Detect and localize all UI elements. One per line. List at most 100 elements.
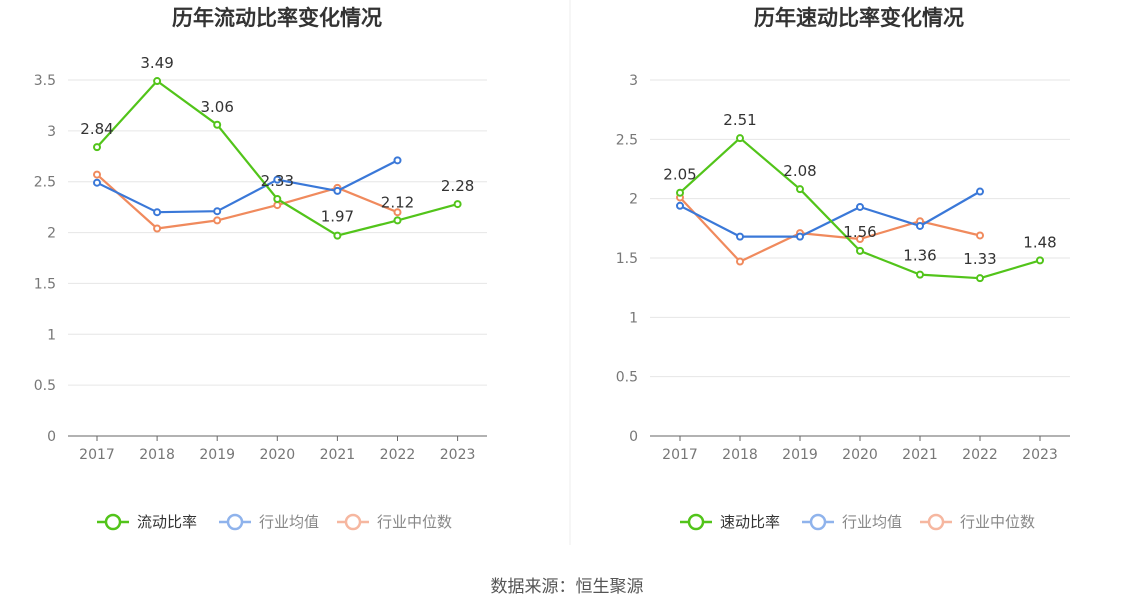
y-tick-label: 2.5 [34,175,56,191]
x-tick-label: 2021 [320,447,356,463]
data-label: 3.06 [200,98,233,116]
x-tick-label: 2019 [199,447,235,463]
x-tick-label: 2021 [902,447,938,463]
y-tick-label: 1.5 [616,251,638,267]
legend-item-1[interactable]: 行业均值 [219,513,319,531]
y-tick-label: 2 [47,226,56,242]
data-point-0 [676,188,684,197]
data-point-2 [273,201,282,210]
data-point-0 [273,195,282,204]
y-tick-label: 1 [47,327,56,343]
data-point-2 [736,257,744,266]
data-point-2 [213,216,222,225]
legend-item-1[interactable]: 行业均值 [802,513,902,531]
data-point-1 [393,156,402,165]
data-label: 2.12 [381,193,414,211]
data-point-2 [153,224,162,233]
data-label: 1.97 [321,208,354,226]
data-label: 1.33 [963,250,996,268]
legend-marker [687,513,705,531]
data-source-label: 数据来源：恒生聚源 [491,577,644,597]
y-tick-label: 2.5 [616,132,638,148]
legend-marker [809,513,827,531]
x-tick-label: 2022 [962,447,998,463]
data-point-1 [856,202,864,211]
data-point-0 [736,134,744,143]
data-label: 1.56 [843,223,876,241]
data-label: 2.08 [783,162,816,180]
x-tick-label: 2018 [139,447,175,463]
data-point-0 [856,246,864,255]
series-line-1 [96,159,398,214]
legend-item-0[interactable]: 速动比率 [680,513,780,531]
data-point-2 [93,170,101,179]
data-point-2 [976,231,984,240]
x-tick-label: 2020 [842,447,878,463]
legend-label: 速动比率 [720,513,780,531]
legend-marker [104,513,122,531]
data-point-0 [393,216,402,225]
data-label: 1.36 [903,247,936,265]
legend-label: 行业中位数 [377,513,452,531]
data-point-0 [93,143,101,152]
y-tick-label: 0.5 [616,370,638,386]
data-label: 2.05 [663,166,696,184]
y-tick-label: 1.5 [34,276,56,292]
data-point-0 [1036,256,1044,265]
data-label: 2.33 [261,172,294,190]
data-point-1 [333,186,342,195]
y-tick-label: 3.5 [34,73,56,89]
data-point-1 [213,207,222,216]
data-point-1 [796,232,804,241]
current-ratio-chart: 历年流动比率变化情况 0 0.5 1 1.5 2 2.5 3 3.5 2017 2018 2019 20… [34,6,487,531]
legend-item-2[interactable]: 行业中位数 [920,513,1035,531]
data-point-1 [736,232,744,241]
data-label: 2.51 [723,111,756,129]
data-point-0 [153,77,162,86]
legend-item-0[interactable]: 流动比率 [97,513,197,531]
x-tick-label: 2020 [259,447,295,463]
x-tick-label: 2018 [722,447,758,463]
data-point-0 [916,270,924,279]
data-label: 1.48 [1023,233,1056,251]
legend-label: 流动比率 [137,513,197,531]
data-point-1 [916,221,924,230]
quick-ratio-chart: 历年速动比率变化情况 0 0.5 1 1.5 2 2.5 3 2017 2018 2019 2020 2… [616,6,1070,531]
data-point-2 [856,235,864,244]
y-tick-label: 0 [47,429,56,445]
y-tick-label: 0.5 [34,378,56,394]
data-label: 2.28 [441,177,474,195]
series-line-2 [679,196,981,263]
y-tick-label: 3 [47,124,56,140]
series-line-2 [96,173,398,230]
data-point-1 [676,201,684,210]
legend-label: 行业均值 [842,513,902,531]
data-point-1 [93,178,101,187]
legend-label: 行业均值 [259,513,319,531]
y-tick-label: 2 [629,192,638,208]
legend-marker [927,513,945,531]
x-tick-label: 2017 [79,447,115,463]
x-tick-label: 2022 [380,447,416,463]
x-tick-label: 2019 [782,447,818,463]
x-tick-label: 2023 [440,447,476,463]
legend-label: 行业中位数 [960,513,1035,531]
legend-item-2[interactable]: 行业中位数 [337,513,452,531]
legend-marker [226,513,244,531]
data-point-0 [976,274,984,283]
y-tick-label: 3 [629,73,638,89]
y-tick-label: 0 [629,429,638,445]
data-point-0 [333,231,342,240]
data-point-1 [153,208,162,217]
series-line-0 [96,79,458,237]
data-point-0 [796,185,804,194]
data-label: 3.49 [140,54,173,72]
data-label: 2.84 [80,120,113,138]
y-tick-label: 1 [629,310,638,326]
chart-title: 历年流动比率变化情况 [172,6,382,30]
data-point-0 [453,200,462,209]
data-point-1 [976,187,984,196]
legend-marker [344,513,362,531]
